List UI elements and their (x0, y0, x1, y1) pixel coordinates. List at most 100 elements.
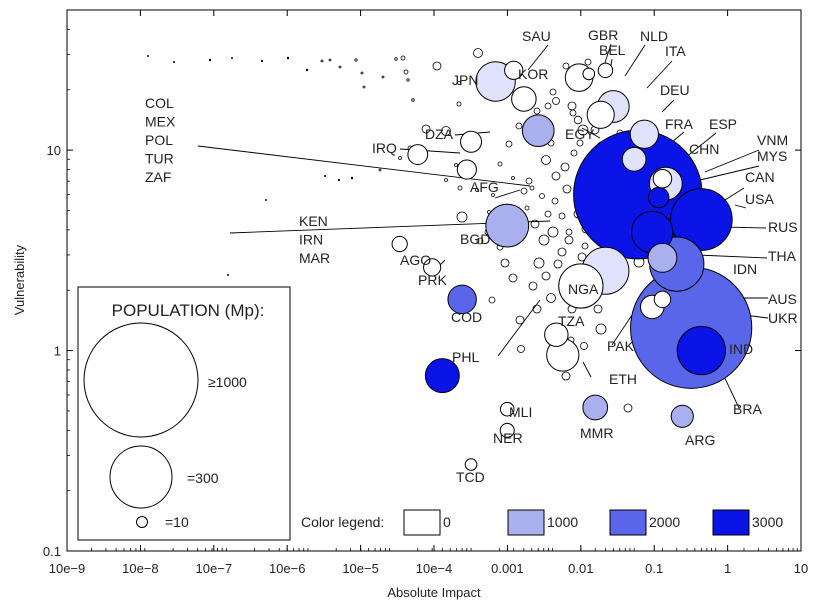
background-bubble (560, 162, 570, 172)
label-gbr: GBR (588, 27, 618, 43)
label-ind: IND (729, 341, 753, 357)
background-bubble (403, 69, 409, 75)
x-tick-label-8: 0.1 (645, 561, 663, 576)
x-tick-label-5: 10e−4 (416, 561, 453, 576)
bubble-ner (499, 422, 515, 438)
background-bubble (500, 258, 510, 268)
background-bubble (562, 62, 570, 70)
background-bubble (457, 81, 461, 85)
color-legend-swatch-0 (403, 509, 441, 536)
bubble-ita (586, 100, 615, 129)
background-bubble (541, 155, 551, 165)
label-ago: AGO (400, 252, 431, 268)
label-egy: EGY (565, 126, 595, 142)
label-fra: FRA (665, 116, 694, 132)
leader-line (646, 60, 673, 89)
background-bubble (524, 205, 530, 211)
bubble-fra (629, 119, 659, 149)
label-mmr: MMR (580, 425, 613, 441)
label-afg: AFG (470, 179, 499, 195)
background-bubble (547, 226, 559, 238)
background-bubble (362, 85, 366, 89)
x-tick-label-10: 10 (794, 561, 808, 576)
label-vnm: VNM (757, 132, 788, 148)
bubble-usa (670, 188, 733, 251)
background-bubble (576, 139, 584, 147)
label-nld: NLD (640, 28, 668, 44)
background-bubble (475, 188, 479, 192)
x-tick-label-3: 10e−6 (269, 561, 306, 576)
label-chn: CHN (689, 141, 719, 157)
background-bubble (421, 124, 431, 134)
color-legend-label-2000: 2000 (649, 514, 680, 530)
label-aus: AUS (768, 291, 797, 307)
x-tick-label-4: 10e−5 (342, 561, 379, 576)
group-label-col: COL (145, 95, 174, 111)
background-bubble (456, 211, 468, 223)
background-bubble (553, 259, 563, 269)
background-bubble (562, 184, 572, 194)
background-bubble (532, 304, 542, 314)
background-bubble (515, 315, 525, 325)
size-legend-circle-10 (136, 516, 148, 528)
background-bubble (525, 177, 533, 185)
background-bubble (488, 296, 496, 304)
background-bubble (146, 55, 149, 58)
leader-line (699, 165, 760, 181)
label-tza: TZA (558, 313, 585, 329)
y-axis-label: Vulnerability (12, 244, 27, 315)
group-label-irn: IRN (299, 232, 323, 248)
background-bubble (570, 149, 578, 157)
bubble-kor (511, 86, 537, 112)
background-bubble (561, 371, 571, 381)
color-legend-label-3000: 3000 (752, 514, 783, 530)
bubble-cod (447, 284, 477, 315)
label-idn: IDN (733, 261, 757, 277)
background-bubble (381, 75, 385, 79)
bubble-can (648, 186, 670, 209)
group-label-mex: MEX (145, 114, 176, 130)
background-bubble (581, 242, 589, 250)
x-tick-label-7: 0.01 (568, 561, 593, 576)
label-bgd: BGD (460, 231, 490, 247)
bubble-dza (460, 130, 483, 153)
background-bubble (454, 163, 458, 167)
background-bubble (508, 273, 518, 283)
label-prk: PRK (418, 272, 447, 288)
bubble-egy (521, 114, 555, 148)
background-bubble (360, 71, 364, 75)
leader-line (582, 361, 592, 378)
background-bubble (497, 161, 503, 167)
background-bubble (533, 257, 545, 269)
label-eth: ETH (609, 371, 637, 387)
background-bubble (350, 176, 354, 180)
bubble-tha (647, 242, 678, 273)
bubble-arg (670, 404, 694, 428)
size-legend-label-10: =10 (165, 514, 189, 530)
group-label-zaf: ZAF (145, 169, 171, 185)
leader-line (704, 149, 760, 173)
size-legend-circle-1000 (83, 322, 199, 438)
bubble-sau (504, 60, 524, 80)
background-bubble (338, 65, 342, 69)
background-bubble (557, 247, 567, 257)
label-bra: BRA (733, 401, 762, 417)
label-esp: ESP (709, 116, 737, 132)
background-bubble (593, 304, 603, 314)
label-rus: RUS (768, 219, 798, 235)
background-bubble (538, 234, 550, 246)
y-tick-label-2: 10 (47, 143, 61, 158)
label-usa: USA (745, 191, 774, 207)
background-bubble (226, 273, 229, 276)
label-bel: BEL (599, 42, 626, 58)
background-bubble (549, 88, 557, 96)
label-mli: MLI (509, 404, 532, 420)
background-bubble (573, 115, 583, 125)
background-bubble (208, 58, 212, 62)
bubble-bel (582, 67, 596, 81)
bubble-tza (544, 322, 569, 347)
background-bubble (580, 342, 588, 350)
bubble-tcd (464, 458, 478, 471)
background-bubble (567, 101, 577, 111)
bubble-esp (621, 146, 647, 172)
